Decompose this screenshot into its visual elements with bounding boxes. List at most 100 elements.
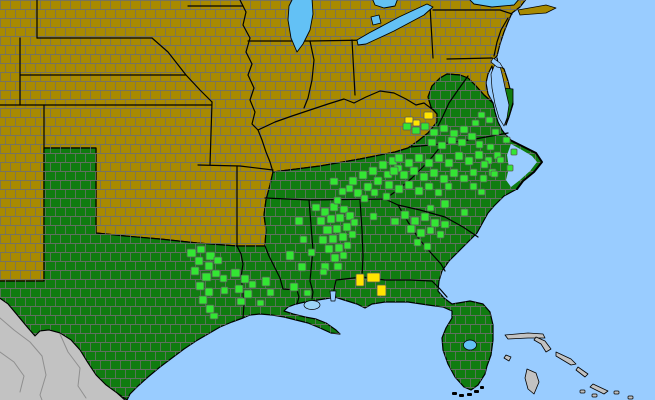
state-border xyxy=(303,40,315,109)
present-county xyxy=(424,158,434,168)
present-county xyxy=(316,216,326,226)
present-county xyxy=(459,174,469,183)
lake-pontchartrain xyxy=(303,300,321,310)
delaware-bay xyxy=(490,57,504,69)
present-county xyxy=(411,126,421,135)
present-county xyxy=(464,156,474,166)
chesapeake-bay xyxy=(490,63,510,127)
rare-county xyxy=(376,284,387,297)
florida-keys xyxy=(459,394,464,397)
present-county xyxy=(211,269,221,278)
present-county xyxy=(329,177,339,186)
island-dot xyxy=(627,395,634,400)
present-county xyxy=(447,136,457,145)
present-county xyxy=(335,213,345,223)
present-county xyxy=(350,218,359,227)
present-county xyxy=(454,151,464,161)
present-county xyxy=(394,153,404,163)
present-county xyxy=(477,188,486,196)
state-border xyxy=(361,276,448,298)
present-county xyxy=(326,214,336,224)
present-county xyxy=(402,122,412,131)
mobile-bay xyxy=(329,290,337,302)
state-border xyxy=(429,5,434,59)
rare-county xyxy=(366,272,381,283)
lake-stclair xyxy=(370,14,382,26)
present-county xyxy=(471,119,480,127)
present-county xyxy=(413,238,422,247)
present-county xyxy=(236,297,246,306)
present-county xyxy=(459,125,469,134)
present-county xyxy=(334,243,344,253)
present-county xyxy=(311,203,321,212)
lake-huron xyxy=(372,0,398,9)
present-county xyxy=(370,188,379,197)
region-mexico xyxy=(0,297,126,400)
present-county xyxy=(328,234,338,244)
present-county xyxy=(423,242,432,251)
present-county xyxy=(319,268,328,276)
present-county xyxy=(467,132,477,141)
present-county xyxy=(485,116,494,124)
present-county xyxy=(414,186,424,196)
region-long-island xyxy=(517,4,557,16)
present-county xyxy=(190,266,200,276)
present-county xyxy=(394,184,404,194)
mexico-state-line xyxy=(59,333,87,399)
state-border xyxy=(264,245,300,305)
present-county xyxy=(424,182,434,191)
present-county xyxy=(201,272,212,282)
present-county xyxy=(469,182,478,191)
present-county xyxy=(256,299,265,307)
outer-banks xyxy=(511,140,543,190)
present-county xyxy=(261,276,271,287)
mississippi-river-border xyxy=(239,0,274,173)
lake-erie xyxy=(356,3,434,46)
present-county xyxy=(320,207,330,217)
state-border xyxy=(384,198,479,238)
present-county xyxy=(399,170,409,180)
present-county xyxy=(342,222,352,232)
present-county xyxy=(426,204,435,212)
present-county xyxy=(219,274,228,283)
island-bimini xyxy=(503,354,512,362)
present-county xyxy=(420,122,430,131)
present-county xyxy=(194,256,204,266)
present-county xyxy=(230,268,241,278)
island-grand-bahama xyxy=(504,332,546,340)
present-county xyxy=(404,180,414,190)
present-county xyxy=(195,281,205,291)
present-county xyxy=(437,141,447,150)
state-border xyxy=(308,199,314,300)
present-county xyxy=(333,262,343,271)
rare-county xyxy=(355,273,365,287)
present-county xyxy=(409,166,419,176)
present-county xyxy=(345,184,354,193)
present-county xyxy=(434,153,444,163)
present-county xyxy=(382,192,391,201)
present-county xyxy=(318,235,328,245)
florida-keys xyxy=(467,393,472,396)
present-county xyxy=(480,160,489,169)
present-county xyxy=(414,153,424,163)
state-border xyxy=(432,9,513,15)
present-county xyxy=(469,168,478,177)
island-cat xyxy=(575,366,589,378)
present-county xyxy=(491,128,500,136)
island-andros xyxy=(524,368,540,395)
present-county xyxy=(384,180,394,190)
present-county xyxy=(307,248,316,257)
present-county xyxy=(289,282,299,292)
state-border xyxy=(493,17,509,57)
present-county xyxy=(369,212,378,221)
present-county xyxy=(360,194,369,203)
florida-keys xyxy=(480,386,484,389)
present-county xyxy=(348,176,358,186)
present-county xyxy=(343,241,352,250)
present-county xyxy=(439,174,449,184)
lake-okeechobee xyxy=(463,339,477,351)
state-border xyxy=(359,199,364,278)
present-county xyxy=(389,166,399,176)
lake-ontario xyxy=(469,0,519,8)
